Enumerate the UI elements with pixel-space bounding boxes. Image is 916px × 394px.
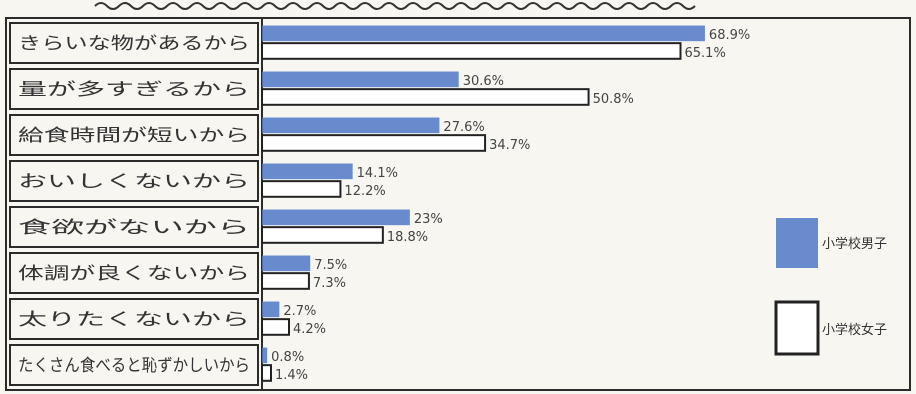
bar-boys	[262, 71, 459, 88]
category-label: 食欲がないから	[18, 218, 250, 238]
bar-boys	[262, 209, 410, 226]
data-label-girls: 4.2%	[293, 322, 326, 337]
chart-rows: きらいな物があるから量が多すぎるから給食時間が短いからおいしくないから食欲がない…	[9, 22, 259, 386]
data-label-boys: 23%	[414, 212, 443, 227]
data-label-girls: 65.1%	[685, 46, 726, 61]
bar-girls	[261, 364, 272, 382]
wavy-top-border	[94, 2, 696, 10]
bar-boys	[262, 163, 353, 180]
category-label-box	[9, 114, 259, 156]
legend-swatch-girls	[774, 300, 820, 356]
data-label-girls: 34.7%	[489, 138, 530, 153]
category-label-box	[9, 160, 259, 202]
bar-girls	[261, 226, 384, 244]
bar-boys	[262, 255, 311, 272]
bar-girls	[261, 42, 682, 60]
data-label-boys: 30.6%	[463, 74, 504, 89]
data-label-boys: 68.9%	[709, 28, 750, 43]
category-label: きらいな物があるから	[18, 34, 250, 54]
bar-boys	[262, 25, 705, 42]
data-label-girls: 1.4%	[275, 368, 308, 383]
category-label: おいしくないから	[18, 172, 250, 192]
chart-bars: 68.9% 65.1% 30.6% 50.8% 27.6% 34.7% 14.1% 12.2%…	[261, 25, 750, 383]
category-label-box	[9, 206, 259, 248]
bar-girls	[261, 272, 310, 290]
bar-girls	[261, 180, 342, 198]
category-label-box	[9, 68, 259, 110]
data-label-boys: 0.8%	[271, 350, 304, 365]
bar-boys	[262, 117, 440, 134]
category-label-box	[9, 298, 259, 340]
data-label-boys: 14.1%	[357, 166, 398, 181]
data-label-boys: 2.7%	[283, 304, 316, 319]
chart-frame	[5, 17, 911, 391]
category-label-box	[9, 22, 259, 64]
bar-boys	[262, 347, 268, 364]
bar-girls	[261, 134, 487, 152]
data-label-boys: 7.5%	[314, 258, 347, 273]
data-label-girls: 12.2%	[344, 184, 385, 199]
legend-swatch-boys	[776, 218, 818, 268]
data-label-girls: 50.8%	[593, 92, 634, 107]
data-label-boys: 27.6%	[443, 120, 484, 135]
category-label: 太りたくないから	[18, 310, 250, 330]
data-label-girls: 18.8%	[387, 230, 428, 245]
category-label: 量が多すぎるから	[18, 80, 250, 100]
data-label-girls: 7.3%	[313, 276, 346, 291]
category-label-box	[9, 344, 259, 386]
category-label: 体調が良くないから	[18, 264, 250, 284]
bar-girls	[261, 318, 290, 336]
category-label: 給食時間が短いから	[18, 126, 250, 146]
legend-label-boys: 小学校男子	[822, 236, 887, 252]
category-label: たくさん食べると恥ずかしいから	[18, 356, 250, 376]
category-label-box	[9, 252, 259, 294]
legend-label-girls: 小学校女子	[822, 322, 887, 338]
bar-boys	[262, 301, 280, 318]
bar-girls	[261, 88, 590, 106]
